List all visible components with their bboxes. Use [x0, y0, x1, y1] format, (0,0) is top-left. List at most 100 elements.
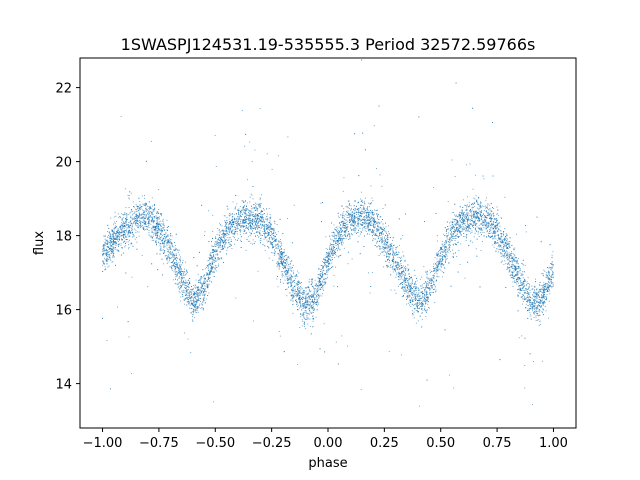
data-point — [179, 270, 181, 272]
data-point — [283, 250, 285, 252]
data-point — [541, 295, 543, 297]
data-point — [261, 214, 263, 216]
data-point — [332, 254, 334, 256]
data-point — [368, 202, 370, 204]
data-point — [184, 284, 186, 286]
data-point — [281, 261, 283, 262]
data-point — [545, 288, 547, 290]
data-point — [254, 227, 256, 229]
data-point — [425, 302, 427, 304]
data-point — [518, 288, 519, 290]
data-point — [511, 251, 513, 253]
data-point — [298, 302, 300, 304]
data-point — [217, 247, 219, 249]
data-point — [136, 209, 138, 211]
data-point — [278, 254, 280, 256]
data-point — [146, 228, 148, 230]
data-point — [130, 210, 132, 212]
data-point — [306, 300, 308, 302]
data-point — [530, 305, 532, 307]
data-point — [498, 244, 500, 246]
data-point — [191, 311, 193, 313]
data-point — [313, 287, 315, 289]
data-point — [500, 242, 502, 244]
data-point — [127, 241, 129, 243]
data-point — [436, 276, 438, 278]
data-point — [386, 265, 388, 267]
data-point — [488, 229, 490, 230]
data-point — [140, 214, 142, 216]
data-point — [437, 262, 439, 264]
data-point — [481, 227, 482, 229]
data-point — [193, 301, 195, 303]
data-point — [539, 302, 541, 304]
data-point — [329, 245, 331, 247]
data-point — [109, 235, 111, 237]
data-point — [336, 235, 338, 237]
data-point — [338, 217, 340, 218]
data-point — [411, 282, 413, 284]
data-point — [295, 291, 297, 293]
data-point — [212, 264, 214, 266]
data-point — [234, 237, 235, 239]
data-point — [143, 215, 145, 217]
data-point — [346, 211, 348, 213]
data-point — [155, 225, 157, 227]
data-point — [118, 233, 120, 235]
data-point — [118, 237, 120, 239]
data-point — [217, 245, 219, 246]
data-point — [240, 225, 241, 227]
data-point — [181, 284, 183, 286]
data-point — [112, 240, 114, 242]
data-point — [237, 222, 239, 224]
data-point — [303, 313, 305, 315]
data-point — [516, 283, 518, 285]
data-point — [164, 245, 166, 247]
data-point — [449, 244, 451, 246]
data-point — [251, 194, 253, 196]
data-point — [262, 217, 264, 219]
data-point — [427, 300, 429, 302]
data-point — [147, 212, 149, 214]
data-point — [240, 223, 242, 224]
data-point — [360, 224, 362, 225]
data-point — [350, 212, 352, 214]
data-point — [335, 234, 337, 236]
data-point — [314, 298, 315, 300]
data-point — [287, 136, 289, 138]
data-point — [491, 226, 493, 228]
data-point — [424, 309, 426, 310]
data-point — [203, 289, 205, 291]
data-point — [369, 216, 371, 218]
data-point — [296, 270, 298, 272]
data-point — [531, 302, 533, 304]
data-point — [528, 286, 530, 287]
data-point — [298, 281, 300, 283]
data-point — [280, 271, 282, 273]
data-point — [243, 210, 245, 212]
data-point — [443, 233, 444, 235]
data-point — [120, 115, 122, 117]
data-point — [245, 250, 247, 251]
data-point — [501, 236, 503, 237]
data-point — [363, 218, 365, 220]
data-point — [481, 228, 483, 230]
data-point — [110, 217, 112, 219]
data-point — [190, 292, 192, 293]
data-point — [404, 290, 406, 292]
data-point — [201, 283, 203, 285]
data-point — [293, 273, 295, 275]
data-point — [313, 292, 315, 294]
data-point — [416, 304, 418, 306]
data-point — [445, 252, 447, 254]
data-point — [541, 296, 543, 298]
data-point — [361, 211, 363, 213]
data-point — [337, 242, 339, 244]
data-point — [402, 235, 404, 236]
data-point — [320, 277, 322, 279]
data-point — [436, 268, 438, 270]
data-point — [549, 273, 550, 275]
data-point — [104, 238, 106, 240]
data-point — [167, 261, 169, 263]
data-point — [279, 258, 281, 260]
